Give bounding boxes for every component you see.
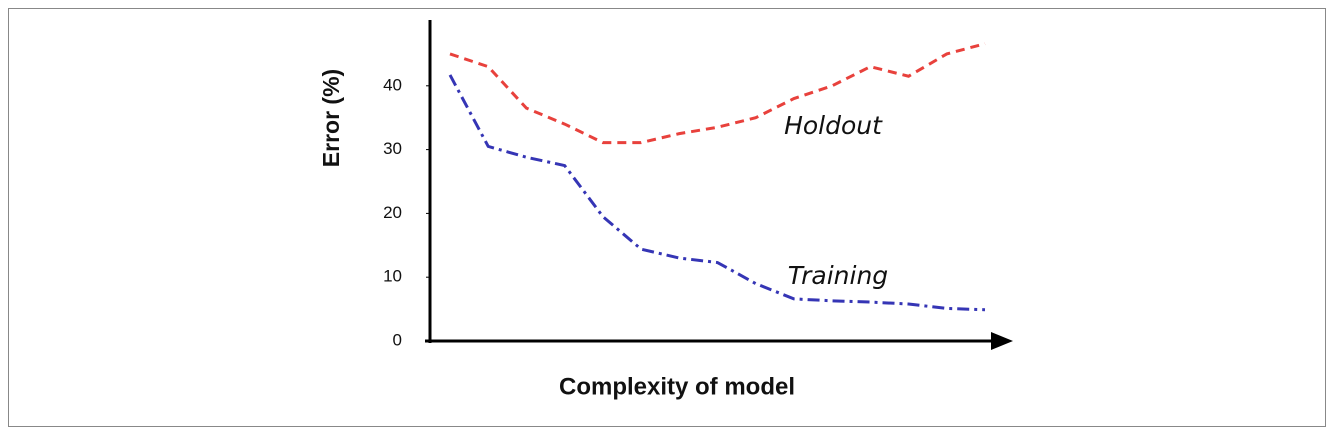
series-label: Training <box>788 261 888 290</box>
frame <box>8 8 1326 427</box>
series-label: Holdout <box>784 111 883 140</box>
y-tick-label: 0 <box>393 330 402 349</box>
y-tick-label: 40 <box>383 75 402 94</box>
y-tick-label: 10 <box>383 267 402 286</box>
y-tick-label: 20 <box>383 203 402 222</box>
y-axis-label: Error (%) <box>318 69 344 167</box>
series-line <box>448 74 986 312</box>
series-line <box>449 42 986 145</box>
y-tick-label: 30 <box>383 139 402 158</box>
x-axis-label: Complexity of model <box>559 373 795 400</box>
x-axis-arrow <box>991 332 1013 350</box>
